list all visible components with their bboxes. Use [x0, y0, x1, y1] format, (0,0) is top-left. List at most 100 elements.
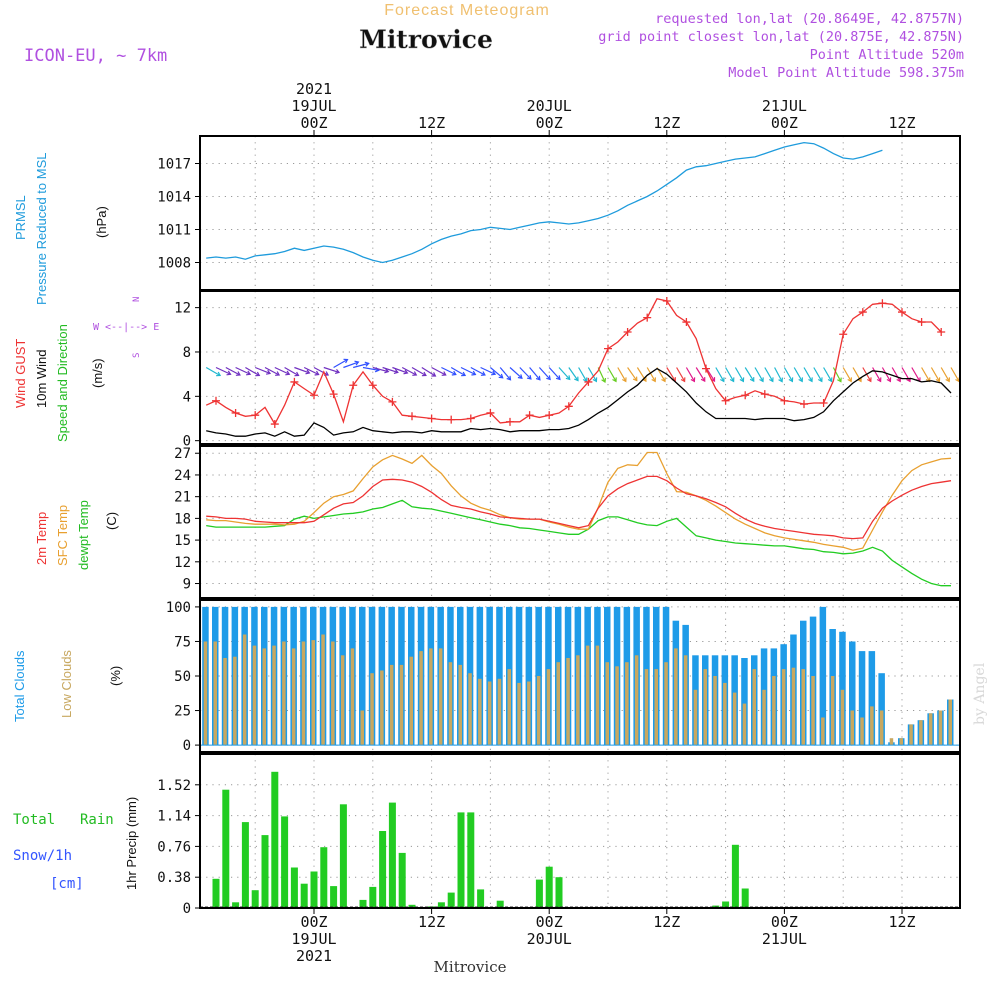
grid	[200, 136, 960, 909]
wind-gust-marker	[427, 414, 436, 423]
low-cloud-bar	[840, 689, 845, 746]
wind-arrow-head	[226, 370, 232, 376]
panel-frame	[199, 753, 961, 909]
low-cloud-bar	[909, 724, 913, 746]
low-cloud-bar	[919, 720, 923, 746]
wind-arrow-head	[526, 374, 532, 380]
wind-arrow-head	[769, 377, 774, 383]
low-cloud-bar	[742, 703, 747, 746]
wind-direction-arrow	[930, 367, 940, 382]
wind-arrow-head	[384, 368, 390, 374]
time-label-bottom: 21JUL	[762, 930, 807, 948]
y-tick-label: 0	[183, 738, 191, 754]
low-cloud-bar	[419, 651, 423, 746]
low-cloud-bar	[448, 662, 453, 746]
wind-arrow-head	[364, 361, 370, 367]
low-cloud-bar	[899, 738, 903, 746]
wind-arrow-head	[601, 377, 607, 384]
wind-direction-arrow	[676, 367, 686, 382]
low-cloud-bar	[331, 641, 335, 746]
wind-direction-arrow	[734, 367, 744, 382]
total-cloud-bar	[515, 606, 523, 746]
y-tick-label: 27	[174, 446, 191, 462]
rain-bar	[310, 871, 318, 908]
wind-arrow-head	[612, 377, 617, 383]
wind-arrow-head	[354, 360, 360, 366]
wind-gust-marker	[329, 390, 338, 399]
low-cloud-bar	[576, 655, 580, 746]
low-cloud-bar	[860, 717, 864, 746]
total-clouds-label: Total Clouds	[12, 650, 27, 722]
wind-arrow-head	[546, 375, 551, 381]
wind-direction-arrow	[774, 367, 783, 382]
low-cloud-bar	[438, 648, 443, 746]
wind-arrow-head	[729, 377, 735, 383]
wind-direction-arrow	[382, 366, 399, 374]
sfc-label: SFC Temp	[55, 505, 70, 566]
y-tick-label: 1017	[157, 157, 191, 173]
wind-arrow-head	[506, 375, 512, 381]
time-label-top: 12Z	[888, 114, 915, 132]
rain-bar	[369, 886, 377, 908]
wind-arrow-head	[788, 377, 794, 383]
rain-bar	[535, 879, 543, 908]
wind-arrow-head	[246, 370, 252, 376]
wind-direction-arrow	[793, 367, 803, 382]
low-cloud-bar	[242, 634, 247, 745]
wind-direction-arrow	[254, 366, 271, 375]
low-cloud-bar	[625, 662, 629, 746]
wind-arrow-head	[945, 377, 950, 383]
low-cloud-bar	[566, 658, 570, 746]
panel-frames	[199, 135, 961, 909]
wind-arrow-head	[451, 370, 457, 376]
y-tick-label: 1008	[157, 256, 191, 272]
time-label-bottom: 00Z	[300, 913, 327, 931]
wind-direction-arrow	[695, 367, 706, 382]
low-cloud-bar	[791, 667, 796, 746]
wind-direction-arrow	[783, 367, 793, 382]
wind-arrow-head	[441, 371, 447, 376]
wind-arrow-head	[471, 370, 477, 376]
wind-gust-marker	[839, 330, 848, 339]
wind-arrow-head	[827, 377, 833, 383]
low-cloud-bar	[732, 692, 737, 746]
y-tick-label: 25	[174, 704, 191, 720]
low-cloud-bar	[311, 640, 315, 746]
wind-gust-marker	[760, 390, 769, 399]
wind-gust-marker	[212, 396, 220, 405]
low-cloud-bar	[879, 710, 884, 745]
wind-label: 10m Wind	[34, 349, 49, 408]
total-cloud-bar	[496, 606, 503, 746]
rain-bar	[731, 844, 739, 908]
low-cloud-bar	[870, 706, 874, 746]
wind-arrow-head	[343, 358, 349, 364]
wind-direction-arrow	[921, 367, 931, 382]
y-tick-label: 0.38	[157, 870, 191, 886]
wind-arrow-head	[867, 377, 872, 383]
y-tick-label: 0	[183, 901, 191, 917]
time-label-bottom: 19JUL	[291, 930, 336, 948]
wind-arrow-head	[574, 376, 579, 382]
time-label-top: 19JUL	[291, 97, 336, 115]
y-tick-label: 4	[183, 389, 191, 405]
total-cloud-bar	[819, 606, 827, 746]
low-cloud-bar	[370, 673, 374, 746]
wind-direction-arrow	[421, 366, 436, 377]
total-cloud-bar	[525, 606, 533, 746]
rain-bar	[251, 890, 259, 908]
wind-gust-marker	[564, 402, 573, 411]
rain-bar	[222, 789, 230, 908]
low-cloud-bar	[752, 669, 756, 746]
rain-bar	[330, 886, 338, 908]
header: Forecast Meteogram Mitrovice ICON-EU, ~ …	[24, 2, 964, 81]
wind-gust-marker	[310, 391, 318, 400]
wind-direction-arrow	[823, 367, 833, 382]
wind-arrow-head	[535, 375, 541, 381]
wind-direction-arrow	[764, 367, 774, 382]
low-cloud-bar	[703, 669, 707, 746]
rain-bar	[359, 899, 367, 908]
rain-bar	[477, 889, 485, 908]
y-tick-label: 100	[166, 600, 191, 616]
wind-direction-arrow	[333, 358, 348, 369]
